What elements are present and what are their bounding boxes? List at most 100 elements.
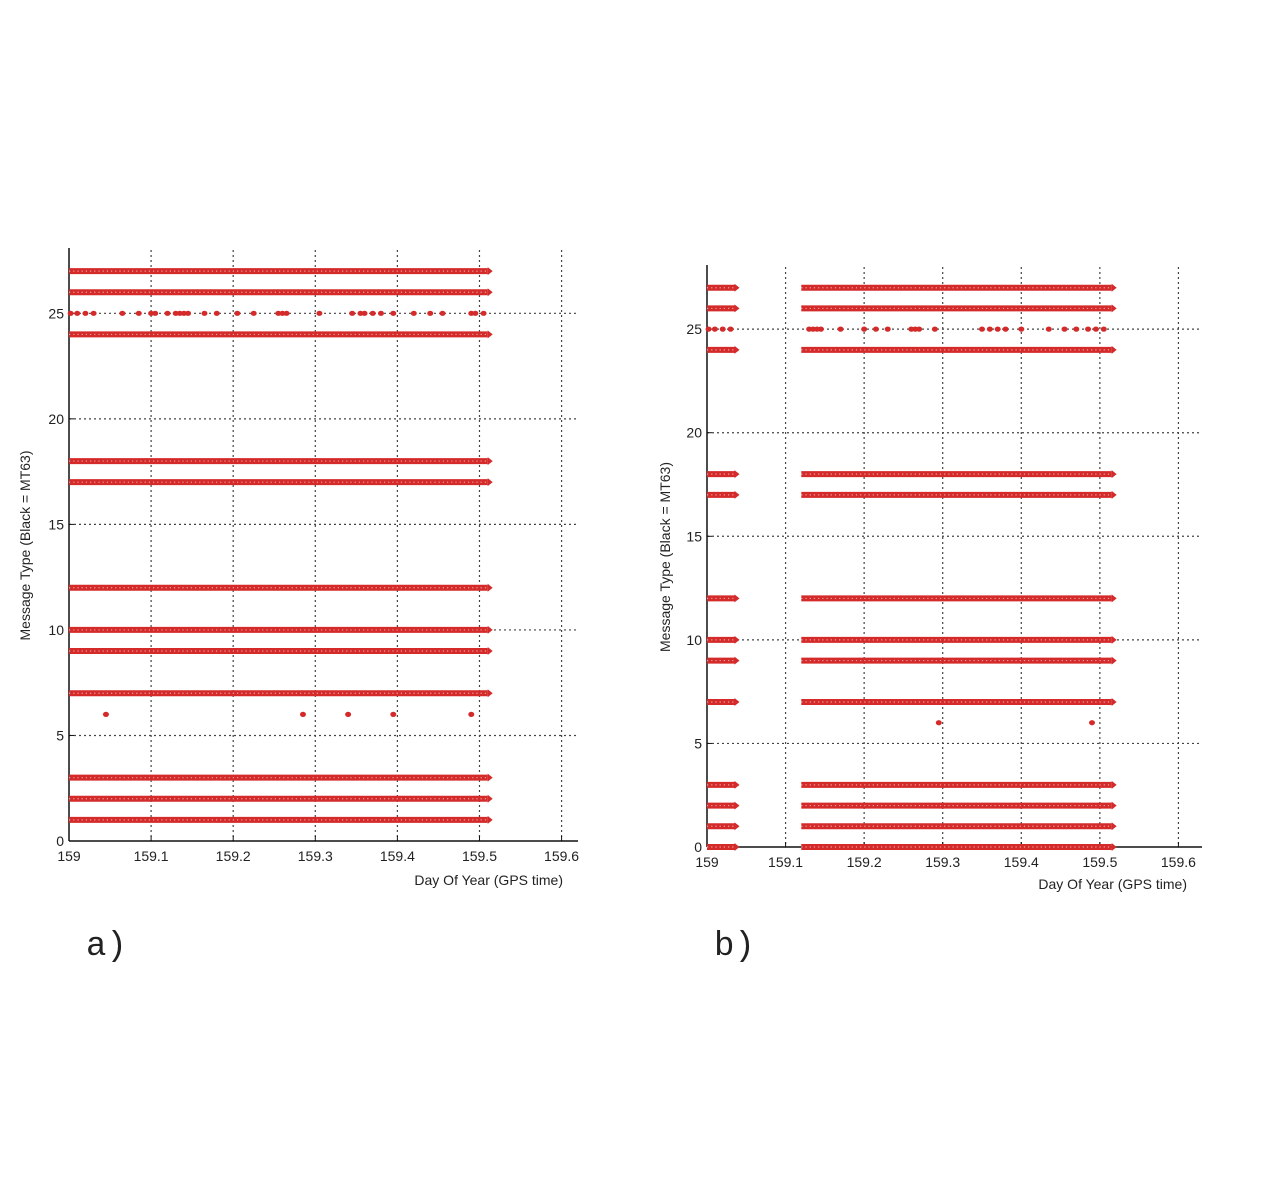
series-run-end — [1111, 780, 1117, 789]
data-point — [299, 711, 306, 717]
series-run-end — [487, 647, 493, 656]
data-point — [1002, 326, 1009, 332]
series-run-end — [1111, 635, 1117, 644]
y-tick-label: 25 — [686, 321, 702, 337]
series-run-end — [1111, 304, 1117, 313]
series-run-end — [734, 304, 740, 313]
data-point — [250, 310, 257, 316]
data-point — [361, 310, 368, 316]
panel-label: b) — [714, 928, 755, 966]
data-point — [102, 711, 109, 717]
data-point — [90, 310, 97, 316]
data-point — [1092, 326, 1099, 332]
data-point — [74, 310, 81, 316]
data-point — [185, 310, 192, 316]
data-point — [152, 310, 159, 316]
series-run-end — [734, 283, 740, 292]
data-point — [872, 326, 879, 332]
series-run-end — [487, 625, 493, 634]
data-point — [916, 326, 923, 332]
data-point — [275, 310, 282, 316]
data-point — [82, 310, 89, 316]
x-tick-label: 159.5 — [462, 848, 497, 864]
series-run-end — [487, 457, 493, 466]
data-point — [213, 310, 220, 316]
y-tick-label: 5 — [694, 735, 702, 751]
series-run-end — [487, 794, 493, 803]
series-run-end — [734, 345, 740, 354]
y-tick-label: 15 — [48, 516, 64, 532]
data-point — [1100, 326, 1107, 332]
data-point — [279, 310, 286, 316]
series-run-end — [487, 689, 493, 698]
series-run-end — [487, 815, 493, 824]
data-point — [283, 310, 290, 316]
data-point — [884, 326, 891, 332]
x-axis-title: Day Of Year (GPS time) — [414, 872, 563, 888]
x-tick-label: 159.1 — [768, 854, 803, 870]
panel-label: a) — [86, 928, 127, 966]
series-run-end — [1111, 822, 1117, 831]
x-tick-label: 159.4 — [1004, 854, 1039, 870]
data-point — [931, 326, 938, 332]
x-tick-label: 159.4 — [380, 848, 415, 864]
data-point — [164, 310, 171, 316]
series-run-end — [1111, 698, 1117, 706]
data-point — [994, 326, 1001, 332]
x-tick-label: 159.3 — [298, 848, 333, 864]
data-point — [172, 310, 179, 316]
data-point — [986, 326, 993, 332]
series-run-end — [1111, 283, 1117, 292]
data-point — [480, 310, 487, 316]
data-point — [135, 310, 142, 316]
series-run-end — [487, 583, 493, 592]
data-point — [345, 711, 352, 717]
series-run-end — [1111, 594, 1117, 603]
data-point — [1061, 326, 1068, 332]
data-point — [468, 310, 475, 316]
x-tick-label: 159.1 — [134, 848, 169, 864]
data-point — [390, 310, 397, 316]
data-point — [861, 326, 868, 332]
y-tick-label: 5 — [56, 727, 64, 743]
series-run-end — [734, 801, 740, 810]
x-tick-label: 159.2 — [847, 854, 882, 870]
series-run-end — [734, 780, 740, 789]
x-tick-label: 159.3 — [925, 854, 960, 870]
data-point — [817, 326, 824, 332]
series-run-end — [487, 478, 493, 487]
data-point — [390, 711, 397, 717]
y-tick-label: 15 — [686, 528, 702, 544]
data-point — [427, 310, 434, 316]
data-point — [837, 326, 844, 332]
series-run-end — [487, 267, 493, 276]
data-point — [1089, 720, 1095, 726]
y-axis-title: Message Type (Black = MT63) — [657, 462, 673, 652]
series-run-end — [734, 822, 740, 831]
y-tick-label: 10 — [686, 632, 702, 648]
x-axis-title: Day Of Year (GPS time) — [1038, 876, 1187, 892]
x-tick-label: 159 — [57, 848, 81, 864]
data-point — [180, 310, 187, 316]
data-point — [439, 310, 446, 316]
data-point — [1085, 326, 1092, 332]
data-point — [119, 310, 126, 316]
series-run-end — [1111, 490, 1117, 499]
series-run-end — [734, 635, 740, 644]
y-tick-label: 0 — [694, 839, 702, 855]
data-point — [711, 326, 718, 332]
x-tick-label: 159.6 — [1161, 854, 1196, 870]
data-point — [316, 310, 323, 316]
data-point — [1073, 326, 1080, 332]
data-point — [377, 310, 384, 316]
x-tick-label: 159 — [695, 854, 719, 870]
data-point — [719, 326, 726, 332]
data-point — [148, 310, 155, 316]
series-run-end — [1111, 801, 1117, 810]
panel-b: 159 159.1 159.2 159.3 159.4 159.5 159.6 0 5 10 15 2… — [657, 265, 1202, 966]
series-run-end — [1111, 470, 1117, 479]
series-run-end — [1111, 656, 1117, 665]
y-tick-label: 10 — [48, 622, 64, 638]
x-tick-label: 159.2 — [216, 848, 251, 864]
